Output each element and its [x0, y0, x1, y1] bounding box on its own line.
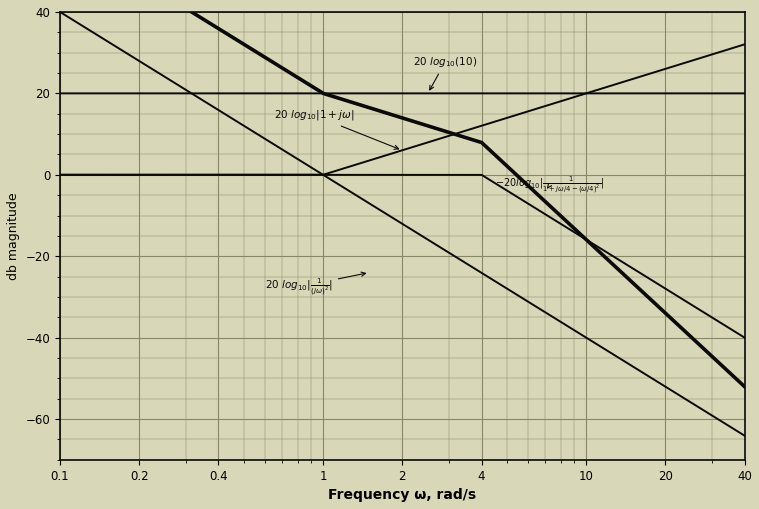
Text: $-20 log_{10}$$|\frac{1}{1+jω/4-({ω}/4)^2}|$: $-20 log_{10}$$|\frac{1}{1+jω/4-({ω}/4)^… — [495, 175, 604, 195]
Text: 20 $log_{10}$$|\frac{1}{(jω)^2}|$: 20 $log_{10}$$|\frac{1}{(jω)^2}|$ — [265, 272, 366, 298]
Text: 20 $log_{10}$$|1 + jω|$: 20 $log_{10}$$|1 + jω|$ — [274, 108, 398, 149]
Y-axis label: db magnitude: db magnitude — [7, 192, 20, 279]
X-axis label: Frequency ω, rad/s: Frequency ω, rad/s — [328, 488, 477, 502]
Text: 20 $log_{10}$(10): 20 $log_{10}$(10) — [413, 55, 477, 90]
